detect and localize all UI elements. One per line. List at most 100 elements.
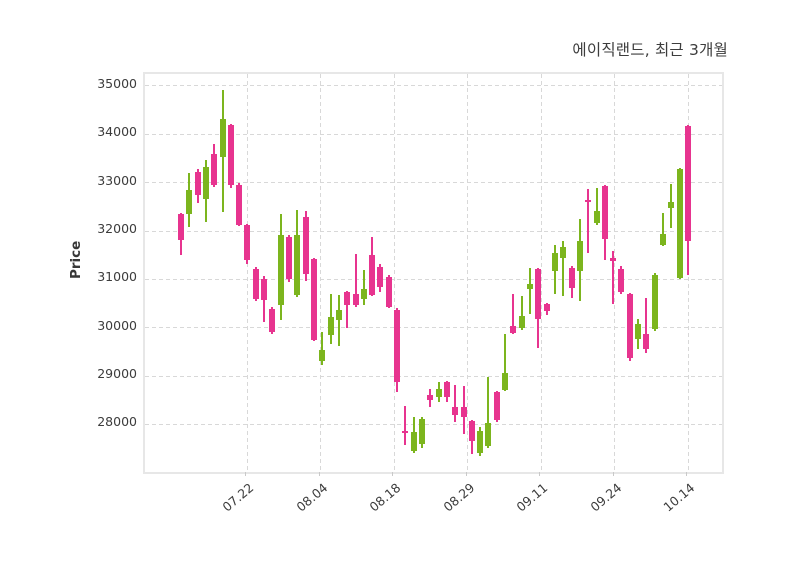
candle-body-up [186,190,193,214]
candle-body-down [178,213,184,241]
candle-body-up [668,202,675,208]
y-tick-label: 30000 [97,317,137,333]
candle-wick [321,332,324,366]
candle-body-up [327,317,334,336]
candle-body-down [252,268,259,299]
x-tick-mark [465,472,467,476]
x-tick-mark [612,472,614,476]
candle-body-down [626,294,633,358]
candle-wick [512,294,515,335]
x-tick-mark [392,472,393,476]
candle-body-up [676,169,683,278]
candle-body-up [202,167,209,199]
candle-body-up [319,350,326,361]
candle-body-down [394,310,401,382]
candle-wick [595,187,598,226]
y-tick-label: 32000 [97,221,137,237]
candle-body-down [443,381,450,397]
y-tick-label: 31000 [97,269,137,285]
candle-body-down [194,172,201,196]
y-gridline [145,278,722,280]
y-gridline [145,85,722,87]
candle-wick [520,295,523,330]
candle-body-down [543,304,550,311]
candle-body-down [227,125,234,186]
x-tick-label: 08.29 [440,480,478,515]
candle-body-up [294,235,301,296]
candle-body-down [585,199,592,203]
candle-wick [562,241,565,296]
candle-wick [529,267,532,315]
candle-wick [587,189,590,253]
candle-body-up [518,316,525,328]
x-gridline [467,74,468,472]
y-gridline [145,230,722,232]
plot-area [143,72,724,474]
x-tick-mark [245,472,246,476]
candle-body-down [236,185,243,226]
candle-body-up [277,235,284,306]
candle-wick [346,290,349,329]
candle-body-down [493,392,500,420]
candle-body-down [643,334,650,350]
candle-body-up [576,241,583,272]
candle-body-down [610,257,617,262]
y-tick-label: 34000 [97,124,137,140]
y-tick-label: 35000 [97,75,137,91]
y-gridline [145,133,722,135]
candle-body-up [527,284,534,290]
x-tick-label: 07.22 [219,480,257,515]
candle-body-down [452,406,459,416]
candle-body-down [310,258,317,341]
candle-body-down [535,269,542,320]
candle-body-down [352,293,359,306]
x-tick-label: 10.14 [660,480,698,515]
y-gridline [145,327,722,329]
x-tick-label: 08.18 [366,480,404,515]
candle-body-up [435,388,442,397]
y-gridline [145,182,722,184]
candle-body-down [244,225,251,261]
candle-wick [504,334,507,391]
y-gridline [145,423,722,425]
candle-wick [645,297,648,353]
candle-wick [337,295,340,346]
chart-title: 에이직랜드, 최근 3개월 [572,41,728,59]
candle-body-down [377,266,384,288]
candle-wick [362,270,365,306]
candle-body-down [468,420,475,441]
x-tick-label: 09.24 [587,480,625,515]
candle-body-down [286,236,293,279]
y-tick-label: 28000 [97,414,137,430]
candle-body-down [618,268,625,292]
candle-body-up [410,432,417,451]
candle-body-down [385,276,392,307]
candle-body-down [369,255,376,296]
candle-body-down [460,406,467,418]
x-gridline [393,74,395,472]
y-gridline [145,375,722,377]
x-tick-label: 08.04 [293,480,331,515]
candle-body-down [211,153,218,186]
x-tick-mark [686,472,687,476]
candle-body-down [510,326,517,333]
candle-wick [661,212,664,246]
candle-body-up [360,289,367,299]
candle-body-down [344,291,351,306]
candle-body-down [269,308,276,333]
candle-body-down [402,430,409,434]
x-gridline [246,74,248,472]
candle-body-down [684,126,691,242]
candle-body-down [302,216,309,274]
candle-body-up [560,247,567,258]
candle-body-up [335,310,342,321]
x-tick-mark [539,472,540,476]
candle-body-down [427,395,434,401]
candle-body-up [477,431,484,453]
candle-body-up [635,323,642,340]
x-tick-label: 09.11 [513,480,551,515]
candle-body-up [219,118,226,158]
y-tick-label: 29000 [97,366,137,382]
x-gridline [614,74,615,472]
